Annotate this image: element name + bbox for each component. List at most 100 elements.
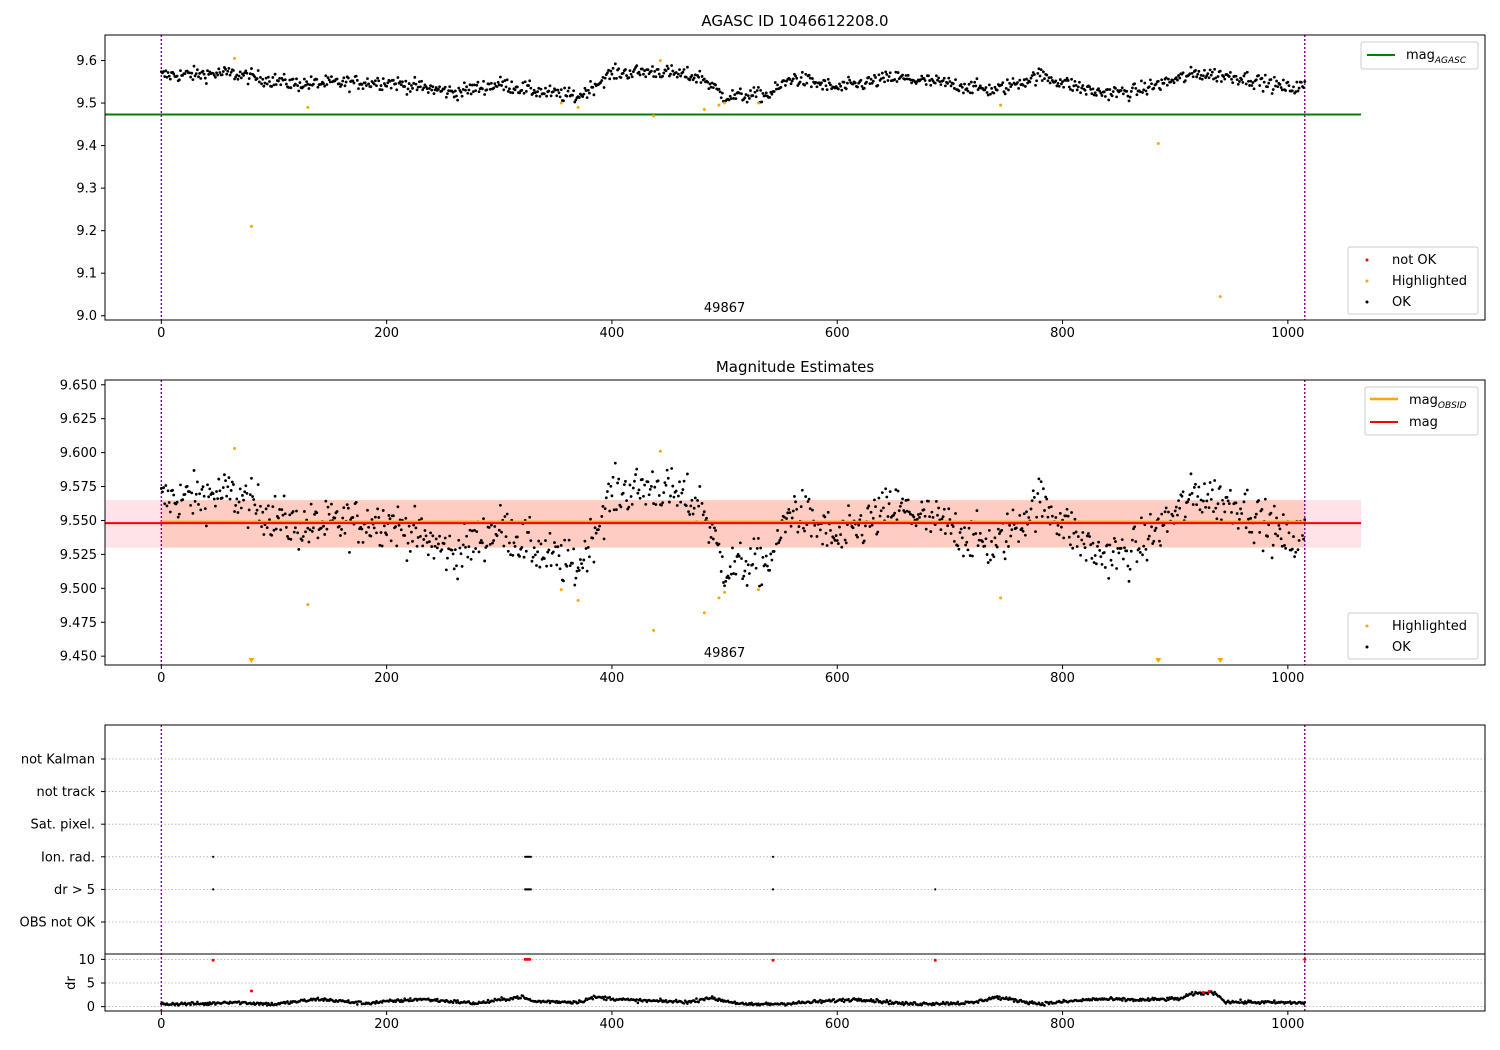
ok-point: [1097, 540, 1100, 544]
ok-point: [634, 473, 637, 476]
ok-point: [625, 499, 628, 503]
dr-point: [963, 1002, 966, 1006]
ok-point: [547, 548, 551, 552]
ok-point: [706, 80, 710, 84]
ok-point: [1178, 76, 1182, 80]
ok-point: [1230, 77, 1233, 81]
ok-point: [711, 537, 715, 541]
ok-point: [394, 82, 398, 86]
ok-point: [851, 526, 855, 530]
ok-point: [416, 85, 420, 89]
ok-point: [373, 79, 377, 83]
ok-point: [643, 483, 647, 487]
ok-point: [1037, 67, 1041, 71]
ok-point: [888, 490, 892, 494]
ok-point: [573, 100, 577, 104]
dr-point: [997, 997, 1000, 1001]
ok-point: [367, 82, 371, 86]
p3-xtick-label: 0: [157, 1017, 165, 1032]
dr-point: [635, 998, 639, 1001]
ok-point: [306, 82, 310, 86]
ok-point: [989, 558, 992, 562]
ok-point: [692, 506, 696, 510]
ok-point: [467, 88, 471, 92]
ok-point: [680, 491, 684, 495]
dr-point: [500, 996, 503, 999]
ok-point: [1150, 82, 1153, 86]
ok-point: [559, 543, 563, 547]
ok-point: [986, 93, 990, 97]
ok-point: [984, 537, 988, 541]
ok-point: [289, 86, 293, 90]
ok-point: [309, 75, 313, 79]
ok-point: [1110, 563, 1114, 567]
ok-point: [558, 95, 562, 99]
ok-point: [588, 91, 591, 95]
ok-point: [1230, 510, 1233, 514]
ok-point: [419, 85, 422, 89]
ok-point: [172, 72, 176, 76]
ok-point: [892, 513, 895, 517]
ok-point: [315, 511, 319, 515]
ok-point: [1023, 85, 1027, 88]
ok-point: [165, 504, 169, 508]
ok-point: [631, 70, 635, 74]
ok-point: [1266, 534, 1269, 538]
ok-point: [718, 90, 722, 94]
ok-point: [1035, 515, 1039, 519]
ok-point: [493, 525, 497, 528]
ok-point: [265, 82, 269, 86]
ok-point: [776, 529, 779, 532]
ok-point: [1026, 81, 1030, 85]
ok-point: [346, 76, 350, 80]
ok-point: [642, 72, 645, 76]
ok-point: [581, 566, 585, 570]
ok-point: [1272, 504, 1276, 508]
ok-point: [1030, 499, 1034, 503]
p1-ytick-label: 9.2: [76, 224, 97, 239]
ok-point: [606, 71, 609, 75]
ok-point: [1042, 487, 1045, 491]
ok-point: [430, 88, 434, 92]
ok-point: [1040, 79, 1044, 82]
ok-point: [847, 75, 850, 79]
dr-point: [1190, 990, 1194, 994]
ok-point: [1000, 83, 1004, 87]
ok-point: [324, 74, 328, 78]
ok-point: [674, 71, 678, 74]
dr-point: [710, 995, 714, 998]
ok-point: [248, 493, 252, 497]
ok-point: [1022, 512, 1026, 516]
dr-point: [374, 1002, 377, 1005]
ok-point: [556, 545, 560, 549]
ok-point: [1251, 81, 1255, 84]
ok-point: [559, 88, 563, 91]
ok-point: [191, 512, 195, 515]
ok-point: [341, 79, 345, 83]
ok-point: [260, 525, 263, 528]
ok-point: [191, 78, 195, 81]
ok-point: [426, 553, 430, 557]
ok-point: [1150, 525, 1153, 529]
ok-point: [1138, 550, 1142, 554]
ok-point: [823, 515, 827, 519]
ok-point: [518, 91, 521, 95]
ok-point: [746, 563, 750, 567]
ok-point: [617, 477, 621, 481]
legend-mag-lines: magOBSID mag: [1364, 386, 1479, 436]
ok-point: [531, 91, 535, 95]
ok-point: [1163, 510, 1167, 514]
ok-point: [1082, 542, 1086, 546]
ok-point: [670, 467, 674, 470]
ok-point: [744, 93, 748, 96]
ok-point: [1074, 83, 1078, 87]
ok-point: [316, 536, 320, 540]
ok-point: [190, 491, 194, 495]
ok-point: [733, 559, 737, 563]
ok-point: [1054, 516, 1058, 519]
ok-point: [453, 548, 457, 552]
ok-point: [966, 89, 970, 93]
ok-point: [654, 75, 658, 79]
ok-point: [1159, 544, 1162, 547]
